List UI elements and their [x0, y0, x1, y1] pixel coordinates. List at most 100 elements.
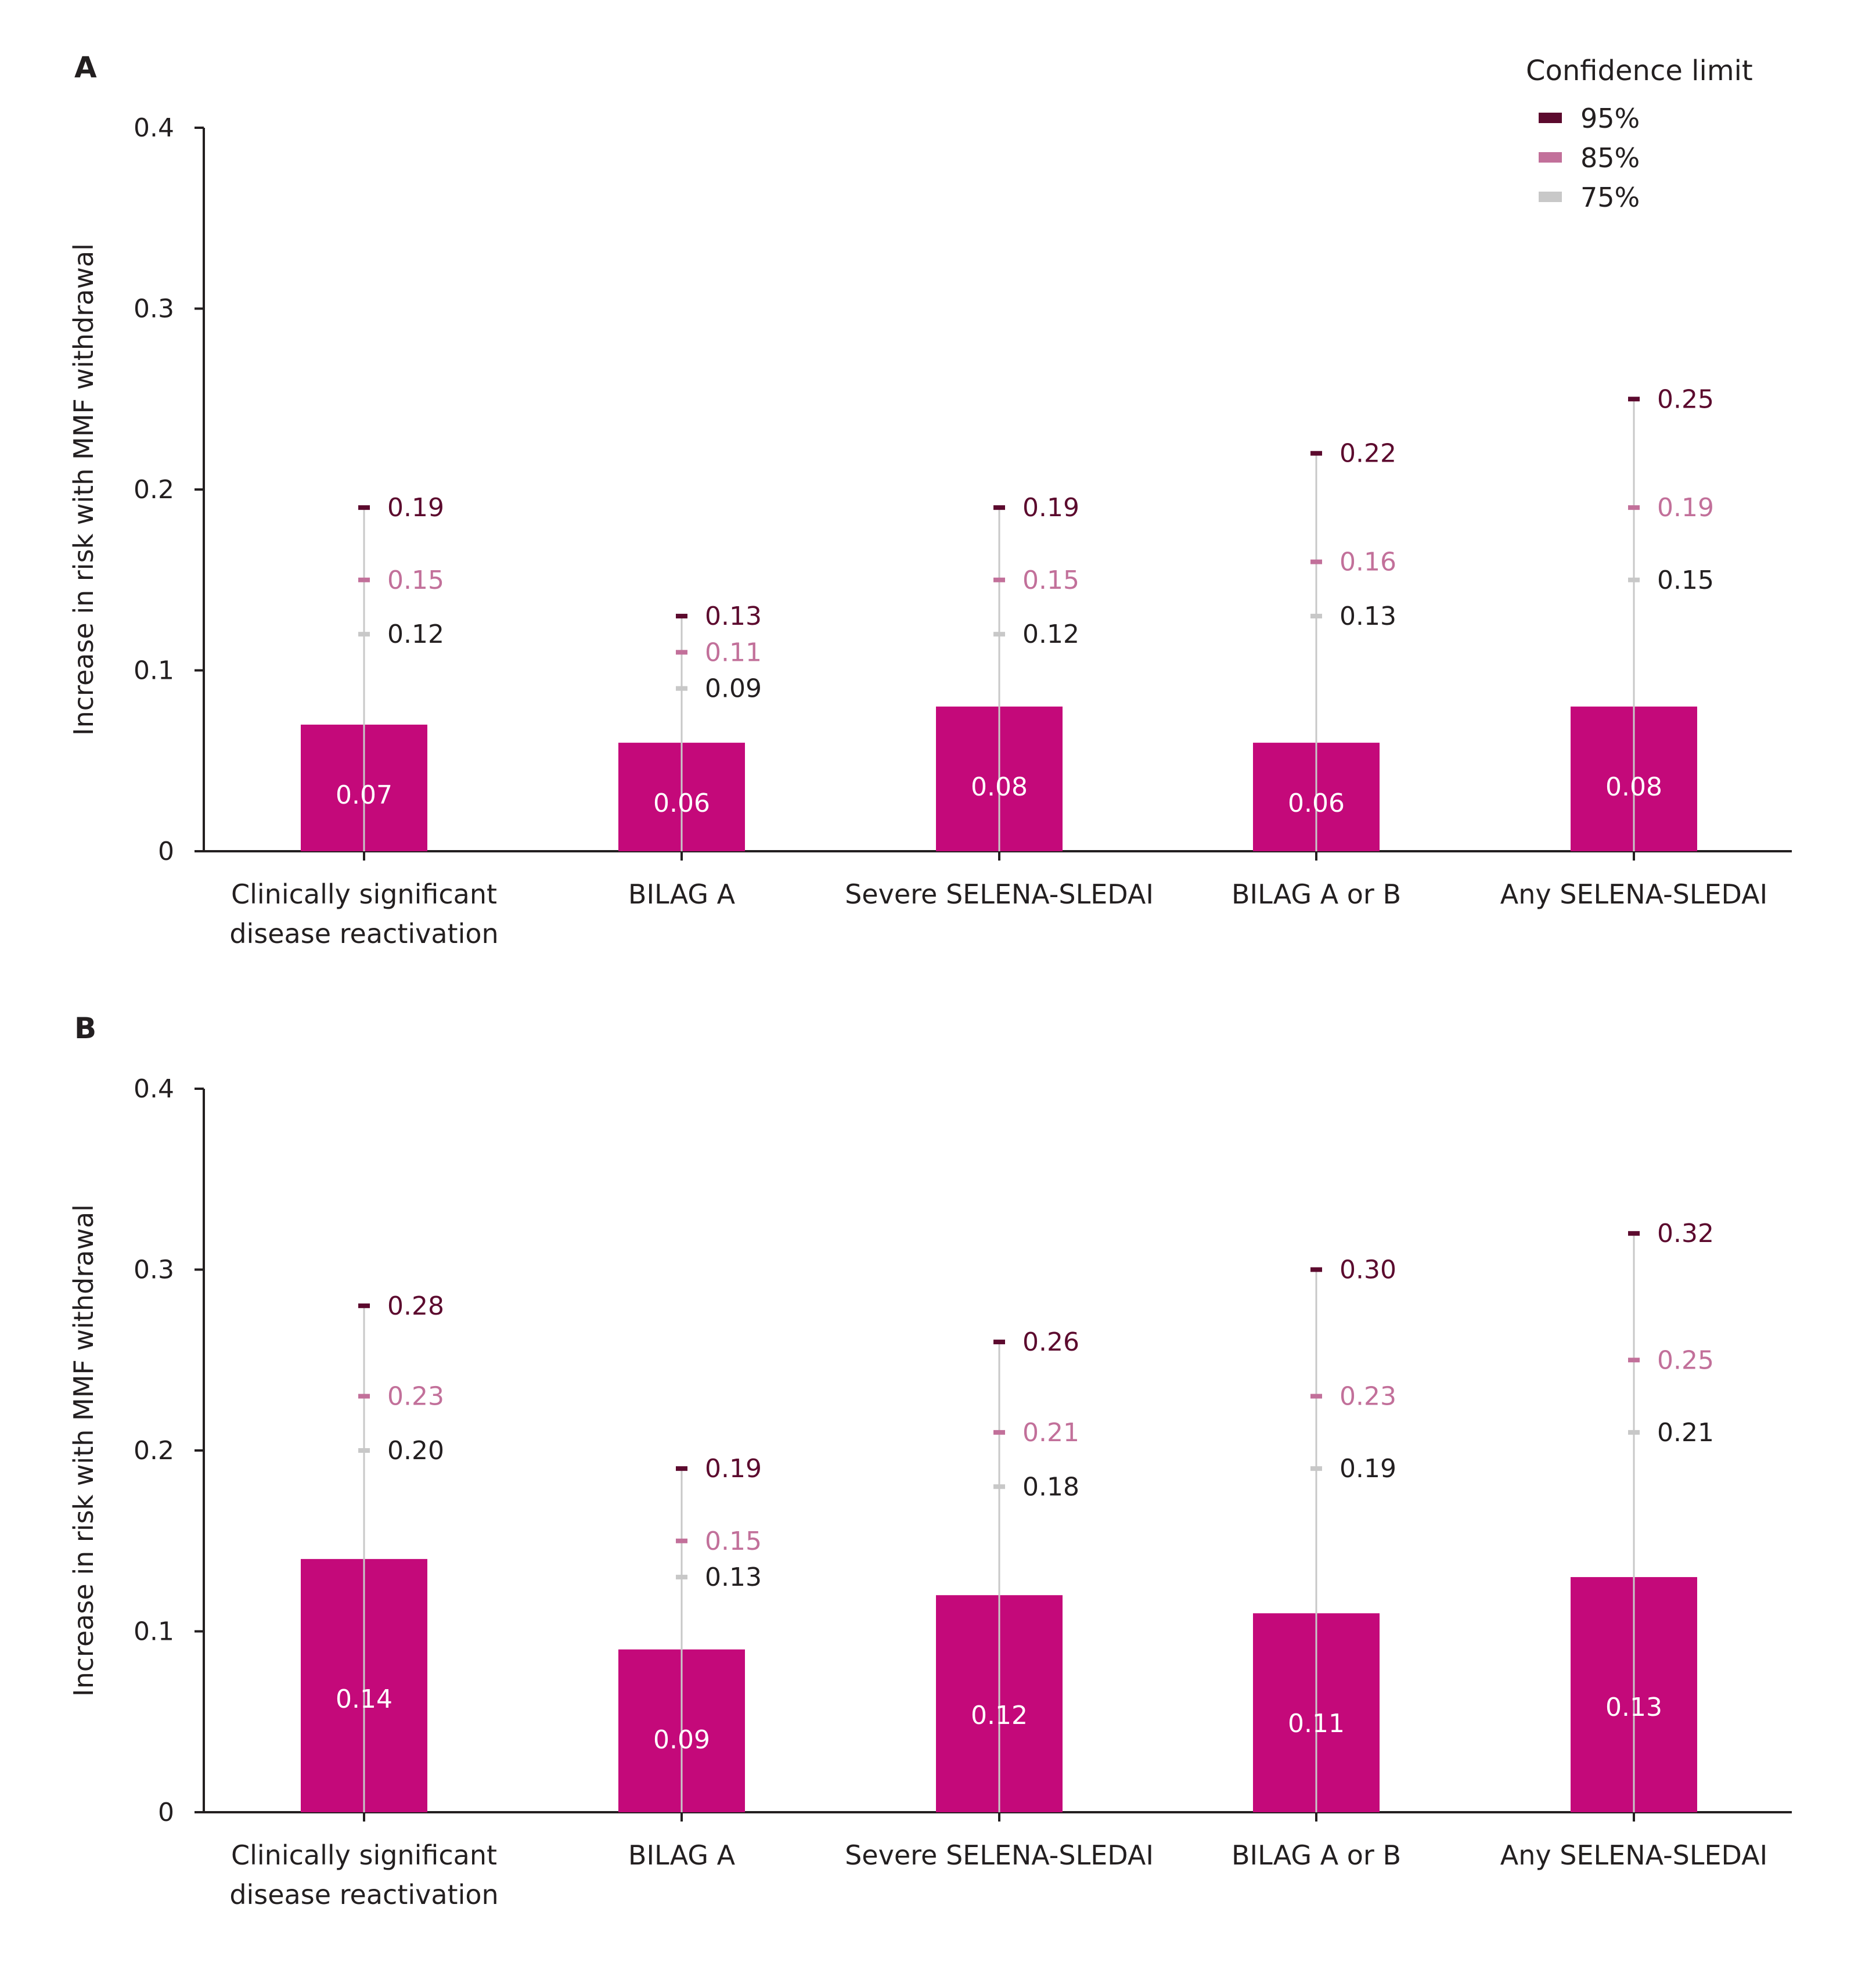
ci-marker-85 — [676, 1538, 687, 1543]
y-tick-label: 0.2 — [134, 1436, 174, 1466]
ci-marker-85 — [1628, 1358, 1640, 1363]
ci-marker-85 — [1628, 505, 1640, 510]
legend-label-95: 95% — [1580, 103, 1640, 134]
bar-value-label: 0.12 — [971, 1701, 1028, 1730]
ci-marker-95 — [358, 1303, 370, 1308]
ci-marker-95 — [1628, 397, 1640, 402]
ci-marker-95 — [1310, 451, 1322, 456]
ci-label-95: 0.30 — [1340, 1255, 1396, 1285]
y-tick-label: 0.4 — [134, 113, 174, 143]
ci-marker-75 — [676, 1575, 687, 1580]
ci-label-75: 0.09 — [705, 674, 762, 704]
ci-marker-75 — [993, 632, 1005, 637]
ci-marker-95 — [1310, 1267, 1322, 1272]
legend-label-75: 75% — [1580, 182, 1640, 213]
ci-marker-95 — [676, 1466, 687, 1471]
bar-value-label: 0.08 — [971, 772, 1028, 802]
legend-swatch-85 — [1539, 152, 1562, 163]
bar-value-label: 0.08 — [1605, 772, 1662, 802]
x-tick-label: disease reactivation — [229, 1879, 498, 1910]
ci-label-95: 0.25 — [1657, 384, 1714, 414]
legend-items: 95% 85% 75% — [1539, 103, 1640, 213]
ci-marker-95 — [1628, 1231, 1640, 1236]
x-tick-label: Any SELENA-SLEDAI — [1500, 879, 1767, 910]
legend-swatch-75 — [1539, 192, 1562, 202]
ci-label-95: 0.26 — [1022, 1327, 1079, 1357]
ci-label-95: 0.19 — [1022, 493, 1079, 523]
ci-marker-75 — [993, 1484, 1005, 1489]
ci-label-95: 0.22 — [1340, 439, 1396, 469]
panel-label: A — [74, 51, 97, 84]
ci-marker-95 — [676, 614, 687, 619]
legend-title: Confidence limit — [1526, 55, 1753, 87]
y-tick-label: 0.3 — [134, 1255, 174, 1285]
ci-marker-85 — [676, 650, 687, 655]
ci-label-85: 0.23 — [1340, 1382, 1396, 1412]
ci-label-75: 0.12 — [387, 620, 444, 649]
x-tick-label: BILAG A or B — [1232, 1840, 1401, 1871]
bar-value-label: 0.06 — [1288, 789, 1345, 818]
ci-marker-75 — [676, 686, 687, 691]
ci-marker-95 — [993, 505, 1005, 510]
ci-marker-95 — [993, 1340, 1005, 1345]
ci-label-85: 0.15 — [1022, 566, 1079, 595]
x-tick-label: Clinically significant — [231, 879, 497, 910]
y-tick-label: 0.1 — [134, 1617, 174, 1647]
ci-label-75: 0.21 — [1657, 1418, 1714, 1448]
legend-swatch-95 — [1539, 113, 1562, 123]
ci-marker-75 — [358, 1448, 370, 1453]
ci-label-95: 0.13 — [705, 602, 762, 631]
x-tick-label: BILAG A — [628, 1840, 736, 1871]
x-tick-label: Clinically significant — [231, 1840, 497, 1871]
ci-marker-75 — [1628, 1430, 1640, 1435]
y-tick-label: 0 — [158, 837, 174, 866]
ci-marker-95 — [358, 505, 370, 510]
ci-label-95: 0.32 — [1657, 1219, 1714, 1248]
ci-label-75: 0.13 — [1340, 602, 1396, 631]
bar-value-label: 0.14 — [336, 1684, 393, 1714]
x-tick-label: Severe SELENA-SLEDAI — [845, 879, 1154, 910]
ci-marker-85 — [993, 577, 1005, 582]
ci-label-85: 0.15 — [705, 1527, 762, 1556]
panels: A 0 0.1 0.2 0.3 0.4 Increase in risk with MMF … — [68, 51, 1792, 1910]
bar-value-label: 0.11 — [1288, 1709, 1345, 1738]
bar-value-label: 0.09 — [653, 1725, 710, 1755]
ci-label-95: 0.19 — [387, 493, 444, 523]
ci-label-75: 0.12 — [1022, 620, 1079, 649]
chart-panel-B: B 0 0.1 0.2 0.3 0.4 Increase in risk with MMF … — [68, 1012, 1792, 1910]
bar-value-label: 0.13 — [1605, 1693, 1662, 1722]
ci-marker-75 — [1310, 1466, 1322, 1471]
ci-marker-85 — [358, 577, 370, 582]
ci-label-85: 0.11 — [705, 638, 762, 667]
ci-marker-75 — [358, 632, 370, 637]
y-axis-title: Increase in risk with MMF withdrawal — [68, 1204, 99, 1697]
ci-marker-85 — [1310, 1394, 1322, 1399]
chart-panel-A: A 0 0.1 0.2 0.3 0.4 Increase in risk with MMF … — [68, 51, 1792, 949]
ci-marker-75 — [1628, 577, 1640, 582]
ci-label-85: 0.25 — [1657, 1345, 1714, 1375]
x-tick-label: BILAG A or B — [1232, 879, 1401, 910]
legend-label-85: 85% — [1580, 142, 1640, 174]
y-axis-title: Increase in risk with MMF withdrawal — [68, 243, 99, 736]
ci-marker-85 — [1310, 559, 1322, 564]
ci-label-75: 0.15 — [1657, 566, 1714, 595]
ci-label-85: 0.23 — [387, 1382, 444, 1412]
x-tick-label: Severe SELENA-SLEDAI — [845, 1840, 1154, 1871]
panel-label: B — [74, 1012, 96, 1045]
ci-marker-85 — [358, 1394, 370, 1399]
bar-value-label: 0.06 — [653, 789, 710, 818]
ci-label-75: 0.20 — [387, 1436, 444, 1466]
ci-label-75: 0.13 — [705, 1563, 762, 1592]
x-tick-label: BILAG A — [628, 879, 736, 910]
x-tick-label: Any SELENA-SLEDAI — [1500, 1840, 1767, 1871]
ci-label-95: 0.19 — [705, 1454, 762, 1484]
ci-label-85: 0.16 — [1340, 548, 1396, 577]
x-tick-label: disease reactivation — [229, 918, 498, 949]
ci-marker-75 — [1310, 614, 1322, 619]
legend: Confidence limit 95% 85% 75% — [1526, 55, 1753, 213]
y-tick-label: 0.1 — [134, 656, 174, 686]
ci-label-85: 0.19 — [1657, 493, 1714, 523]
bar-value-label: 0.07 — [336, 780, 393, 810]
ci-label-85: 0.21 — [1022, 1418, 1079, 1448]
